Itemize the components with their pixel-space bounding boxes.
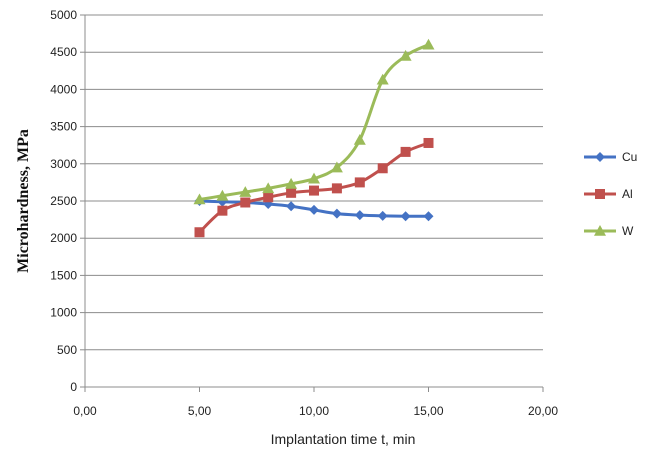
axes <box>80 14 544 392</box>
series-group <box>193 38 435 238</box>
data-point-cu <box>377 210 388 221</box>
legend: Cu Al W <box>584 150 637 238</box>
data-point-al <box>331 183 342 194</box>
legend-label: W <box>622 224 634 238</box>
x-tick-label: 15,00 <box>413 404 443 418</box>
legend-marker <box>595 152 605 162</box>
data-point-al <box>194 227 205 238</box>
y-tick-label: 0 <box>70 380 77 394</box>
data-point-w <box>262 182 275 194</box>
grid <box>85 14 543 351</box>
data-point-w <box>376 73 389 85</box>
data-point-w <box>422 38 435 50</box>
data-point-al <box>240 197 251 208</box>
data-point-cu <box>423 211 434 222</box>
data-point-al <box>286 187 297 198</box>
legend-label: Al <box>622 187 633 201</box>
x-tick-label: 5,00 <box>188 404 212 418</box>
data-point-w <box>330 161 343 173</box>
data-point-w <box>285 177 298 189</box>
y-tick-label: 4000 <box>50 82 77 96</box>
data-point-cu <box>400 211 411 222</box>
y-tick-label: 2500 <box>50 194 77 208</box>
data-point-al <box>377 163 388 174</box>
y-axis-title: Microhardness, MPa <box>15 129 32 273</box>
x-axis-title: Implantation time t, min <box>271 431 416 447</box>
x-tick-label: 10,00 <box>299 404 329 418</box>
data-point-w <box>193 193 206 205</box>
data-point-al <box>217 205 228 216</box>
x-tick-labels: 0,00 5,00 10,00 15,00 20,00 <box>73 404 558 418</box>
y-tick-label: 500 <box>57 343 77 357</box>
y-tick-labels: 0 500 1000 1500 2000 2500 3000 3500 4000 4500 5000 <box>50 8 77 394</box>
y-tick-label: 2000 <box>50 231 77 245</box>
y-tick-label: 3500 <box>50 120 77 134</box>
legend-marker <box>594 225 606 236</box>
x-tick-label: 20,00 <box>528 404 558 418</box>
data-point-cu <box>286 201 297 212</box>
legend-label: Cu <box>622 150 637 164</box>
data-point-al <box>423 137 434 148</box>
x-tick-label: 0,00 <box>73 404 97 418</box>
legend-item-al: Al <box>584 187 633 201</box>
data-point-al <box>309 185 319 196</box>
legend-marker <box>595 189 605 199</box>
data-point-w <box>399 49 412 61</box>
data-point-al <box>263 192 274 203</box>
data-point-cu <box>309 204 319 215</box>
y-tick-label: 3000 <box>50 157 77 171</box>
data-point-cu <box>354 210 365 221</box>
legend-item-cu: Cu <box>584 150 637 164</box>
y-tick-label: 4500 <box>50 45 77 59</box>
legend-item-w: W <box>584 224 634 238</box>
series-w <box>193 38 435 205</box>
data-point-w <box>353 133 366 145</box>
data-point-cu <box>331 208 342 219</box>
data-point-al <box>400 146 411 157</box>
y-tick-label: 1000 <box>50 306 77 320</box>
data-point-w <box>239 186 252 197</box>
y-tick-label: 5000 <box>50 8 77 22</box>
data-point-al <box>354 177 365 188</box>
series-al <box>194 137 434 238</box>
data-point-w <box>308 172 320 184</box>
y-tick-label: 1500 <box>50 268 77 282</box>
series-cu <box>194 196 434 222</box>
data-point-w <box>216 189 229 201</box>
